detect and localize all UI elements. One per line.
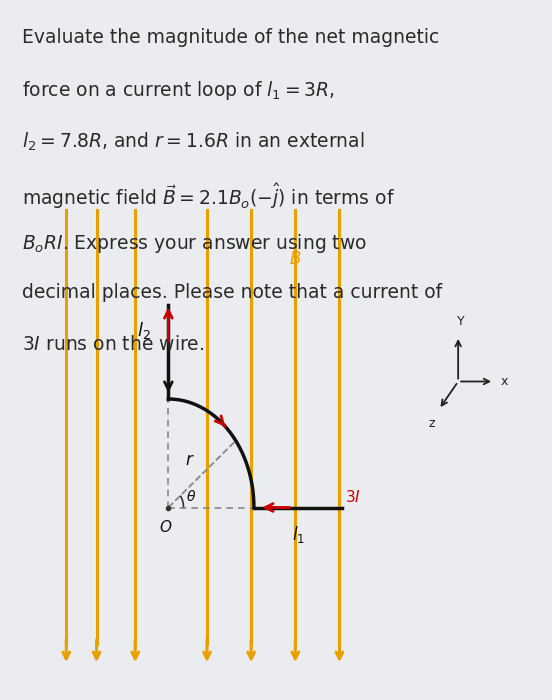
Text: z: z: [429, 416, 435, 430]
Text: $O$: $O$: [159, 519, 172, 535]
Text: $\theta$: $\theta$: [187, 489, 197, 504]
Text: Evaluate the magnitude of the net magnetic: Evaluate the magnitude of the net magnet…: [22, 28, 439, 47]
Text: Y: Y: [457, 314, 465, 328]
Text: $l_2$: $l_2$: [137, 321, 150, 342]
Text: $3I$: $3I$: [345, 489, 361, 505]
Text: x: x: [501, 375, 508, 388]
Text: $B_oRI$. Express your answer using two: $B_oRI$. Express your answer using two: [22, 232, 367, 256]
Text: magnetic field $\vec{B} = 2.1B_o(-\hat{j})$ in terms of: magnetic field $\vec{B} = 2.1B_o(-\hat{j…: [22, 181, 395, 211]
Text: $B$: $B$: [289, 250, 301, 268]
Text: force on a current loop of $l_1 = 3R$,: force on a current loop of $l_1 = 3R$,: [22, 79, 335, 102]
Text: $3I$ runs on the wire.: $3I$ runs on the wire.: [22, 335, 204, 354]
Text: $r$: $r$: [185, 452, 194, 469]
Text: $l_2 = 7.8R$, and $r = 1.6R$ in an external: $l_2 = 7.8R$, and $r = 1.6R$ in an exter…: [22, 130, 365, 153]
Text: $l_1$: $l_1$: [291, 524, 305, 545]
Text: decimal places. Please note that a current of: decimal places. Please note that a curre…: [22, 284, 442, 302]
